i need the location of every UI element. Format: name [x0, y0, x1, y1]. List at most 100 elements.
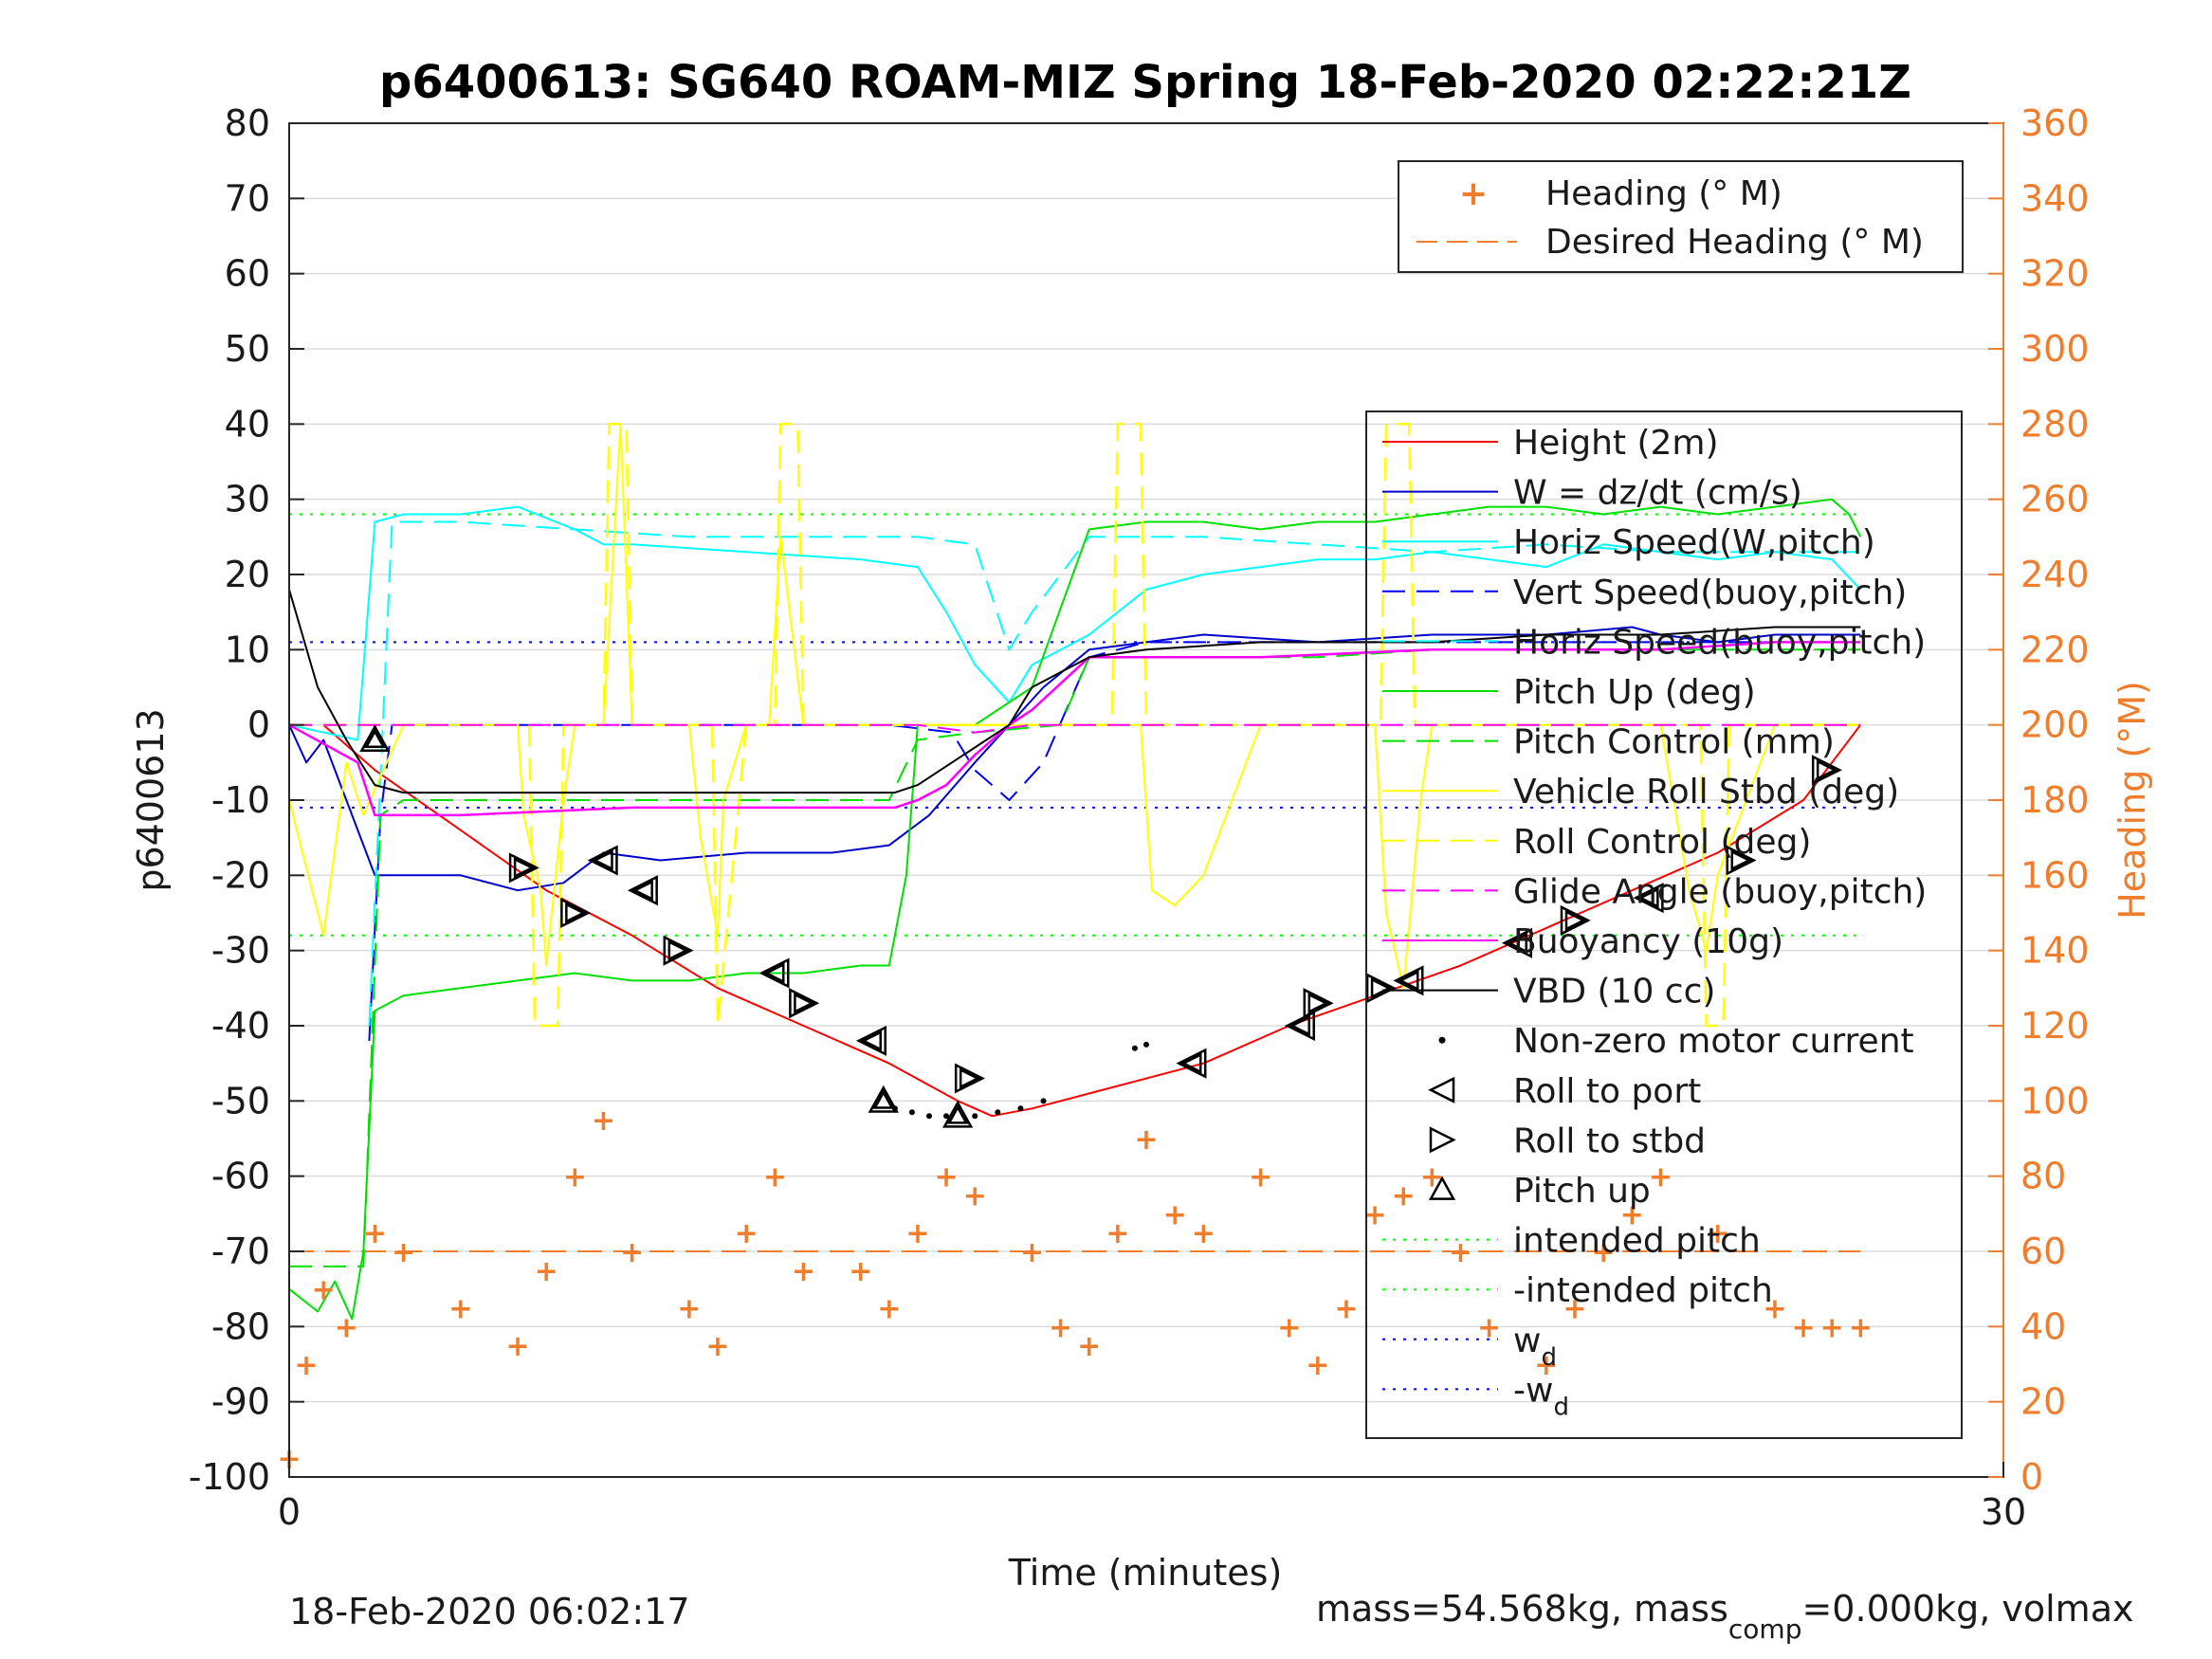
pitch-up-marker — [364, 728, 386, 748]
heading-point: + — [295, 1349, 319, 1382]
roll-to-stbd-marker — [1730, 849, 1752, 871]
roll-to-port-marker — [1398, 970, 1419, 992]
y2-tick-label: 80 — [2020, 1156, 2066, 1197]
legend-label: Roll to stbd — [1513, 1121, 1706, 1160]
legend-desired-heading-label: Desired Heading (° M) — [1545, 223, 1924, 262]
legend-label: Pitch Up (deg) — [1513, 673, 1756, 712]
legend-label: W = dz/dt (cm/s) — [1513, 474, 1802, 513]
roll-to-stbd-marker — [1816, 759, 1837, 781]
footer-mass-prefix: mass=54.568kg, mass — [1316, 1588, 1728, 1630]
footer-mass-suffix: =0.000kg, volmax — [1801, 1588, 2133, 1630]
marker-layer — [359, 723, 1842, 1128]
legend-heading-label: Heading (° M) — [1545, 174, 1782, 213]
y-tick-label: 80 — [225, 102, 270, 144]
pitch-up-marker — [946, 1104, 969, 1124]
motor-current-dot — [1143, 1041, 1149, 1048]
y2-tick-label: 280 — [2020, 403, 2090, 445]
y-tick-label: 40 — [225, 403, 270, 445]
heading-point: + — [677, 1293, 701, 1326]
x-axis-label: Time (minutes) — [1008, 1552, 1283, 1594]
heading-point: + — [592, 1104, 615, 1138]
roll-to-stbd-marker — [565, 902, 587, 924]
series-line-horiz-speed-w-pitch- — [288, 505, 1862, 741]
heading-point: + — [620, 1236, 644, 1269]
y-tick-label: -90 — [211, 1381, 270, 1423]
heading-point: + — [505, 1330, 529, 1363]
x-tick-label: 0 — [278, 1491, 301, 1533]
y-tick-label: 60 — [225, 253, 270, 295]
series-line-vbd-10-cc- — [288, 589, 1861, 794]
heading-point: + — [1849, 1311, 1873, 1344]
heading-point: + — [1049, 1311, 1072, 1344]
legend-swatch-dot — [1438, 1036, 1446, 1044]
heading-point: + — [905, 1217, 929, 1250]
motor-current-dot — [891, 1105, 898, 1112]
y2-tick-label: 0 — [2020, 1456, 2043, 1498]
y-tick-label: -80 — [211, 1305, 270, 1347]
legend-swatch-marker — [1428, 1176, 1456, 1200]
heading-point: + — [1763, 1293, 1786, 1326]
roll-to-port-marker — [627, 875, 658, 906]
heading-point: + — [335, 1311, 358, 1344]
roll-to-port-marker — [1637, 887, 1659, 909]
heading-point: + — [1563, 1293, 1586, 1326]
legend-label: VBD (10 cc) — [1513, 973, 1715, 1012]
y2-tick-label: 360 — [2020, 102, 2090, 144]
legend-label: Pitch up — [1513, 1172, 1651, 1211]
motor-current-dot — [925, 1113, 932, 1120]
y-tick-label: 10 — [225, 629, 270, 670]
roll-to-stbd-marker — [1726, 845, 1757, 876]
heading-point: + — [1163, 1198, 1187, 1231]
y2-tick-label: 220 — [2020, 629, 2090, 670]
heading-point: + — [1592, 1236, 1616, 1269]
heading-point: + — [1077, 1330, 1101, 1363]
roll-to-port-marker — [1506, 932, 1527, 954]
legend-label: Glide Angle (buoy,pitch) — [1513, 872, 1927, 911]
heading-point: + — [1420, 1161, 1444, 1194]
heading-point: + — [563, 1161, 587, 1194]
roll-to-stbd-marker — [560, 897, 592, 929]
roll-to-stbd-marker — [667, 939, 689, 961]
heading-point: + — [1249, 1161, 1272, 1194]
pitch-up-marker — [872, 1089, 894, 1109]
legend-label: Horiz Speed(W,pitch) — [1513, 523, 1875, 562]
roll-to-stbd-marker — [1811, 755, 1842, 786]
heading-point: + — [763, 1161, 787, 1194]
roll-to-port-marker — [759, 957, 790, 989]
heading-point: + — [1706, 1217, 1729, 1250]
roll-to-stbd-marker — [1560, 904, 1591, 936]
roll-to-port-marker — [1633, 883, 1664, 914]
y2-tick-label: 20 — [2020, 1381, 2066, 1423]
y-tick-label: -40 — [211, 1005, 270, 1047]
y-tick-label: -20 — [211, 854, 270, 896]
heading-point: + — [1134, 1123, 1158, 1157]
heading-point: + — [1791, 1311, 1815, 1344]
y-tick-label: -60 — [211, 1156, 270, 1197]
heading-point: + — [1620, 1198, 1644, 1231]
y2-tick-label: 320 — [2020, 253, 2090, 295]
heading-point: + — [934, 1161, 958, 1194]
heading-point: + — [849, 1255, 872, 1288]
reference-lines — [289, 513, 1861, 1252]
pitch-up-marker — [868, 1085, 899, 1113]
heading-point: + — [877, 1293, 901, 1326]
heading-point: + — [448, 1293, 472, 1326]
series-line-horiz-speed-buoy-pitch- — [368, 520, 1861, 1027]
roll-to-port-marker — [855, 1025, 887, 1056]
motor-current-dot — [1040, 1098, 1047, 1104]
heading-point: + — [312, 1274, 336, 1307]
heading-point: + — [1306, 1349, 1329, 1382]
legend-label: Vehicle Roll Stbd (deg) — [1513, 773, 1899, 811]
pitch-up-marker — [359, 723, 391, 752]
heading-point: + — [535, 1255, 558, 1288]
heading-point: + — [1449, 1236, 1472, 1269]
x-axis-ticks: 0 30 — [278, 1462, 2026, 1533]
roll-to-port-marker — [1289, 1014, 1310, 1037]
y2-tick-label: 40 — [2020, 1305, 2066, 1347]
legend-label: Non-zero motor current — [1513, 1022, 1914, 1061]
roll-to-stbd-marker — [663, 935, 694, 966]
roll-to-port-marker — [587, 845, 618, 876]
roll-to-port-marker — [592, 849, 613, 871]
y2-tick-label: 340 — [2020, 177, 2090, 219]
y-tick-label: -70 — [211, 1231, 270, 1272]
